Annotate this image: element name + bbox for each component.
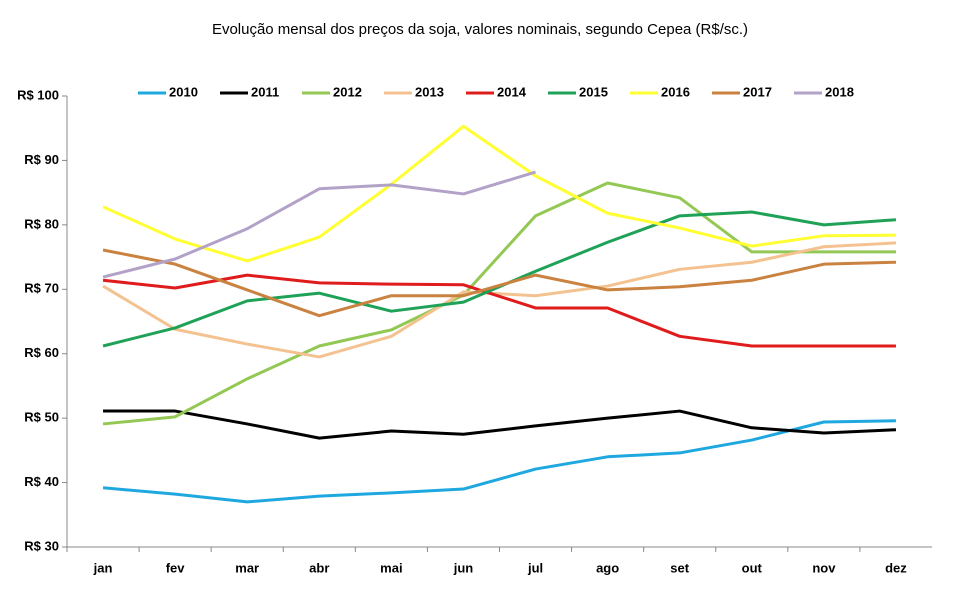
y-tick-label: R$ 40 bbox=[24, 474, 59, 489]
y-tick-label: R$ 30 bbox=[24, 538, 59, 553]
series-line bbox=[102, 181, 896, 426]
x-tick-label: mai bbox=[380, 560, 402, 575]
x-tick-label: abr bbox=[309, 560, 329, 575]
y-tick-label: R$ 60 bbox=[24, 345, 59, 360]
legend-label: 2011 bbox=[251, 84, 279, 99]
y-tick-label: R$ 90 bbox=[24, 152, 59, 167]
series-line bbox=[102, 170, 536, 279]
x-tick-label: fev bbox=[166, 560, 186, 575]
y-tick-label: R$ 100 bbox=[17, 87, 59, 102]
x-tick-label: nov bbox=[812, 560, 836, 575]
x-tick-label: jul bbox=[527, 560, 543, 575]
legend-label: 2016 bbox=[661, 84, 690, 99]
series-line bbox=[102, 241, 897, 359]
y-tick-label: R$ 70 bbox=[24, 281, 59, 296]
x-tick-label: jan bbox=[93, 560, 113, 575]
legend-label: 2018 bbox=[825, 84, 854, 99]
legend-label: 2014 bbox=[497, 84, 527, 99]
y-tick-label: R$ 50 bbox=[24, 410, 59, 425]
legend-label: 2012 bbox=[333, 84, 362, 99]
y-tick-label: R$ 80 bbox=[24, 216, 59, 231]
x-tick-label: set bbox=[670, 560, 689, 575]
legend-label: 2013 bbox=[415, 84, 444, 99]
series-line bbox=[102, 124, 896, 263]
legend-label: 2010 bbox=[169, 84, 198, 99]
legend-label: 2017 bbox=[743, 84, 772, 99]
series-line bbox=[103, 409, 897, 440]
series-line bbox=[102, 248, 896, 318]
x-tick-label: ago bbox=[596, 560, 619, 575]
x-tick-label: mar bbox=[235, 560, 259, 575]
x-tick-label: out bbox=[742, 560, 763, 575]
legend-label: 2015 bbox=[579, 84, 608, 99]
series-line bbox=[102, 419, 896, 504]
chart-title: Evolução mensal dos preços da soja, valo… bbox=[212, 21, 748, 38]
x-tick-label: dez bbox=[885, 560, 907, 575]
x-tick-label: jun bbox=[453, 560, 474, 575]
series-line bbox=[102, 273, 896, 348]
